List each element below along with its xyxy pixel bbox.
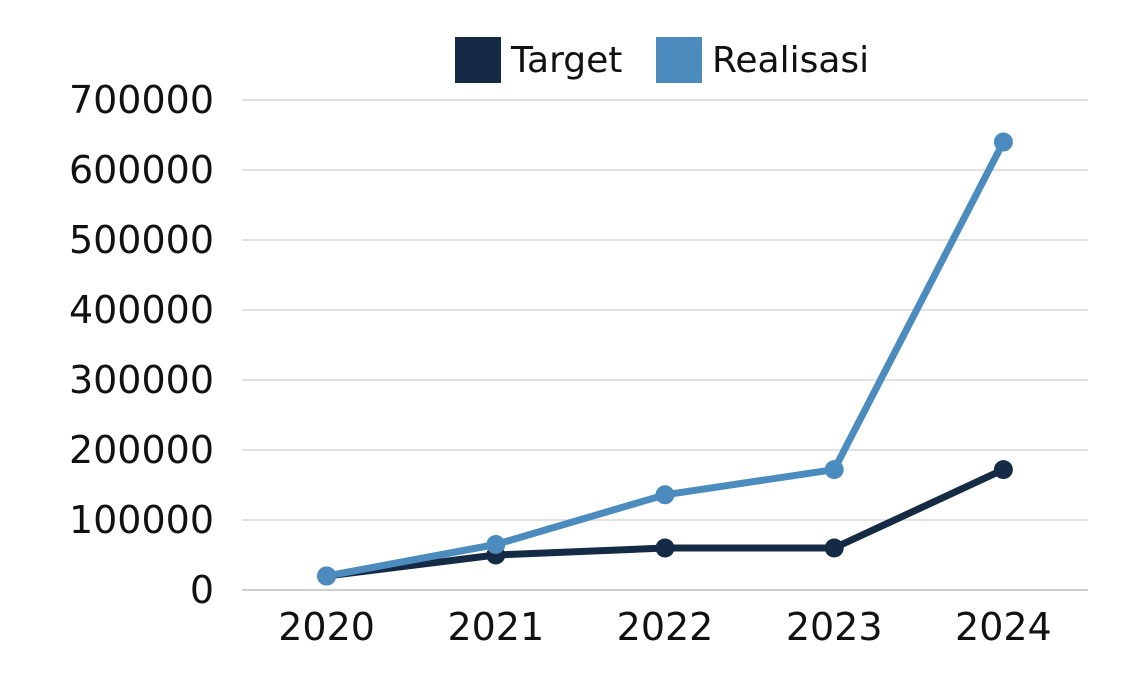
y-tick-label: 0 [190,568,214,612]
y-tick-label: 300000 [69,358,214,402]
x-tick-label: 2020 [278,605,375,649]
x-axis-tick-labels: 2020 2021 2022 2023 2024 [278,605,1052,649]
legend-item-realisasi: Realisasi [656,37,869,83]
data-point-realisasi [655,485,675,505]
legend-swatch [455,37,501,83]
y-tick-label: 600000 [69,148,214,192]
legend-label: Realisasi [712,40,869,81]
series-realisasi [317,132,1013,586]
y-axis-tick-labels: 0 100000 200000 300000 400000 500000 600000 700… [69,78,214,612]
x-tick-label: 2024 [955,605,1052,649]
series-line-realisasi [323,138,1007,580]
data-point-target [824,538,844,558]
series-target [317,460,1013,586]
data-point-realisasi [824,460,844,480]
data-point-target [655,538,675,558]
gridlines [242,99,1088,591]
legend-item-target: Target [455,37,622,83]
y-tick-label: 200000 [69,428,214,472]
legend: Target Realisasi [455,37,869,83]
data-point-target [993,460,1013,480]
legend-label: Target [510,40,622,81]
x-tick-label: 2021 [447,605,544,649]
y-tick-label: 100000 [69,498,214,542]
y-tick-label: 700000 [69,78,214,122]
data-point-realisasi [486,535,506,554]
data-point-realisasi [317,566,337,586]
legend-swatch [656,37,702,83]
x-tick-label: 2022 [617,605,714,649]
series-layer [317,132,1013,586]
data-point-realisasi [993,132,1013,152]
x-tick-label: 2023 [786,605,883,649]
y-tick-label: 500000 [69,218,214,262]
y-tick-label: 400000 [69,288,214,332]
